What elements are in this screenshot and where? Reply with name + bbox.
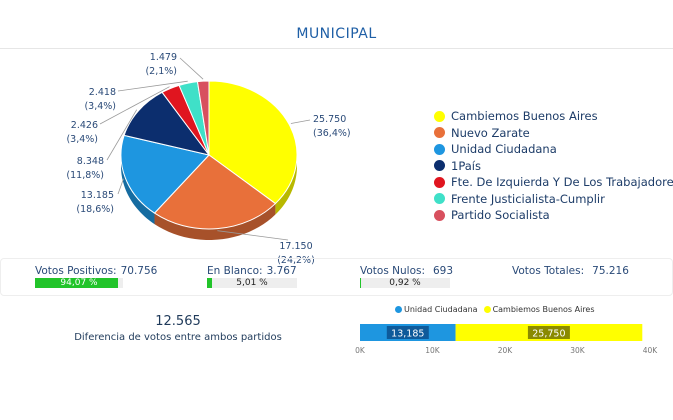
comparison-legend-dot [395,306,402,313]
legend-label: Frente Justicialista-Cumplir [451,191,605,206]
legend-dot [434,193,445,205]
votos-nulos-value: 693 [433,265,454,277]
comparison-bar-label-bg-0 [386,326,429,339]
legend-item[interactable]: Frente Justicialista-Cumplir [434,191,673,208]
legend-label: 1País [451,158,481,173]
pie-percent-label-3: (11,8%) [66,170,104,181]
votos-nulos-stat: Votos Nulos: 693 [360,265,453,277]
page-title: MUNICIPAL [296,26,377,42]
title-divider [0,48,673,49]
comparison-legend-item[interactable]: Unidad Ciudadana [395,305,478,314]
pie-leader-line-5 [117,80,188,92]
difference-label: Diferencia de votos entre ambos partidos [74,332,282,343]
pie-leader-line-4 [99,86,170,125]
pie-leader-line-0 [290,119,311,124]
en-blanco-value: 3.767 [266,265,297,277]
pie-value-label-0: 25.750 [313,114,346,125]
votos-positivos-stat: Votos Positivos: 70.756 [35,265,157,277]
legend-item[interactable]: Cambiemos Buenos Aires [434,108,673,125]
pie-percent-label-2: (18,6%) [76,204,114,215]
pie-legend: Cambiemos Buenos Aires Nuevo Zarate Unidad… [434,108,673,224]
legend-item[interactable]: Nuevo Zarate [434,125,673,142]
pie-slice-side-0 [275,155,297,215]
votos-nulos-bar-fill [360,278,361,288]
comparison-bar-label-1: 25,750 [532,329,565,340]
pie-percent-label-0: (36,4%) [313,128,351,139]
legend-dot [434,176,445,188]
votos-positivos-pct: 94,07 % [60,278,98,288]
pie-percent-label-4: (3,4%) [66,134,98,145]
pie-leader-line-1 [217,230,289,241]
pie-slice-2[interactable] [120,134,210,214]
legend-dot [434,110,445,122]
pie-slice-3[interactable] [123,91,211,156]
comparison-legend-dot [483,306,491,313]
comparison-legend-label: Unidad Ciudadana [404,305,478,314]
votos-positivos-bar: 94,07 % [35,278,123,288]
votos-positivos-value: 70.756 [120,265,158,277]
comparison-x-tick: 20K [498,346,514,355]
pie-slice-0[interactable] [208,80,298,205]
votos-nulos-label: Votos Nulos: [360,265,425,277]
legend-item[interactable]: Partido Socialista [434,207,673,224]
comparison-x-tick: 10K [425,346,441,355]
legend-dot [434,127,445,139]
en-blanco-pct: 5,01 % [236,278,268,288]
comparison-bar-label-0: 13,185 [391,329,424,340]
en-blanco-bar-fill [207,278,212,288]
comparison-legend-item[interactable]: Cambiemos Buenos Aires [483,305,595,314]
pie-percent-label-5: (3,4%) [84,101,116,112]
pie-leader-line-2 [117,178,124,195]
legend-label: Cambiemos Buenos Aires [451,109,598,124]
votos-positivos-label: Votos Positivos: [35,265,117,277]
votos-positivos-bar-fill [35,278,118,288]
en-blanco-stat: En Blanco: 3.767 [207,265,297,277]
legend-label: Nuevo Zarate [451,125,530,140]
pie-value-label-4: 2.426 [71,120,98,131]
votos-totales-stat: Votos Totales: 75.216 [512,265,629,277]
pie-leader-line-6 [179,57,204,80]
legend-dot [434,143,445,155]
pie-percent-label-1: (24,2%) [277,255,315,266]
votos-totales-value: 75.216 [592,265,629,277]
legend-label: Fte. De Izquierda Y De Los Trabajadores [451,175,673,190]
pie-slice-side-1 [154,203,276,240]
legend-label: Partido Socialista [451,208,550,223]
comparison-legend-label: Cambiemos Buenos Aires [492,305,595,314]
pie-value-label-1: 17.150 [279,241,312,252]
votos-totales-label: Votos Totales: [512,265,585,277]
en-blanco-label: En Blanco: [207,265,263,277]
pie-value-label-3: 8.348 [77,156,104,167]
legend-dot [434,209,445,221]
comparison-x-tick: 30K [570,346,586,355]
legend-label: Unidad Ciudadana [451,142,557,157]
legend-item[interactable]: 1País [434,158,673,175]
legend-item[interactable]: Unidad Ciudadana [434,141,673,158]
pie-value-label-6: 1.479 [150,52,177,63]
pie-leader-line-3 [106,109,138,161]
comparison-bar-label-bg-1 [527,326,570,339]
pie-slice-1[interactable] [153,154,277,230]
votos-nulos-pct: 0,92 % [389,278,421,288]
legend-item[interactable]: Fte. De Izquierda Y De Los Trabajadores [434,174,673,191]
difference-value: 12.565 [155,314,201,329]
pie-value-label-5: 2.418 [89,87,116,98]
comparison-bar-chart: 13,185 25,750 0K 10K 20K 30K 40K [355,324,659,355]
comparison-x-tick: 0K [355,346,366,355]
en-blanco-bar: 5,01 % [207,278,297,288]
comparison-x-tick: 40K [643,346,659,355]
pie-percent-label-6: (2,1%) [145,66,177,77]
pie-value-label-2: 13.185 [81,190,114,201]
comparison-legend: Unidad Ciudadana Cambiemos Buenos Aires [395,305,601,314]
votos-nulos-bar: 0,92 % [360,278,450,288]
pie-chart: 25.750 (36,4%) 17.150 (24,2%) 13.185 (18,6%) 8… [66,52,351,266]
pie-slice-6[interactable] [196,80,210,156]
legend-dot [434,160,445,172]
